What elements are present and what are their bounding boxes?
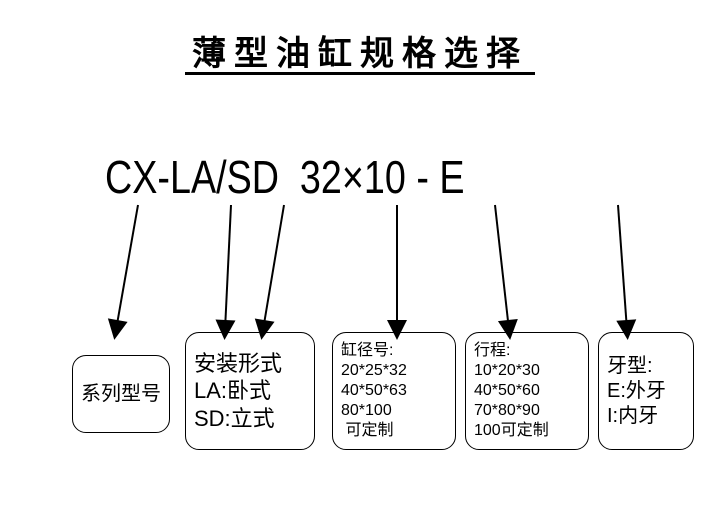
spec-line: 安装形式 bbox=[194, 350, 306, 378]
spec-line: E:外牙 bbox=[607, 379, 685, 404]
arrow bbox=[495, 205, 509, 330]
model-code: CX-LA/SD 32×10 - E bbox=[105, 150, 465, 204]
diagram-root: 薄型油缸规格选择 CX-LA/SD 32×10 - E 系列型号安装形式LA:卧… bbox=[0, 0, 720, 520]
spec-line: 行程: bbox=[474, 341, 580, 361]
spec-line: 20*25*32 bbox=[341, 361, 447, 381]
spec-line: 80*100 bbox=[341, 401, 447, 421]
title-underline bbox=[185, 72, 535, 75]
spec-line: 40*50*63 bbox=[341, 381, 447, 401]
arrow bbox=[116, 205, 138, 330]
spec-line: I:内牙 bbox=[607, 404, 685, 429]
spec-box: 系列型号 bbox=[72, 355, 170, 433]
spec-line: 可定制 bbox=[341, 421, 447, 441]
spec-box: 安装形式LA:卧式SD:立式 bbox=[185, 332, 315, 450]
spec-line: 100可定制 bbox=[474, 421, 580, 441]
spec-box: 牙型:E:外牙I:内牙 bbox=[598, 332, 694, 450]
spec-line: 40*50*60 bbox=[474, 381, 580, 401]
spec-line: 牙型: bbox=[607, 354, 685, 379]
page-title: 薄型油缸规格选择 bbox=[0, 26, 720, 75]
spec-line: SD:立式 bbox=[194, 405, 306, 433]
arrow bbox=[263, 205, 284, 330]
spec-line: 70*80*90 bbox=[474, 401, 580, 421]
spec-line: 10*20*30 bbox=[474, 361, 580, 381]
spec-box: 缸径号:20*25*3240*50*6380*100 可定制 bbox=[332, 332, 456, 450]
spec-line: 缸径号: bbox=[341, 341, 447, 361]
spec-line: LA:卧式 bbox=[194, 377, 306, 405]
arrow bbox=[618, 205, 627, 330]
spec-line: 系列型号 bbox=[81, 382, 161, 407]
spec-box: 行程:10*20*3040*50*6070*80*90100可定制 bbox=[465, 332, 589, 450]
arrow bbox=[225, 205, 231, 330]
